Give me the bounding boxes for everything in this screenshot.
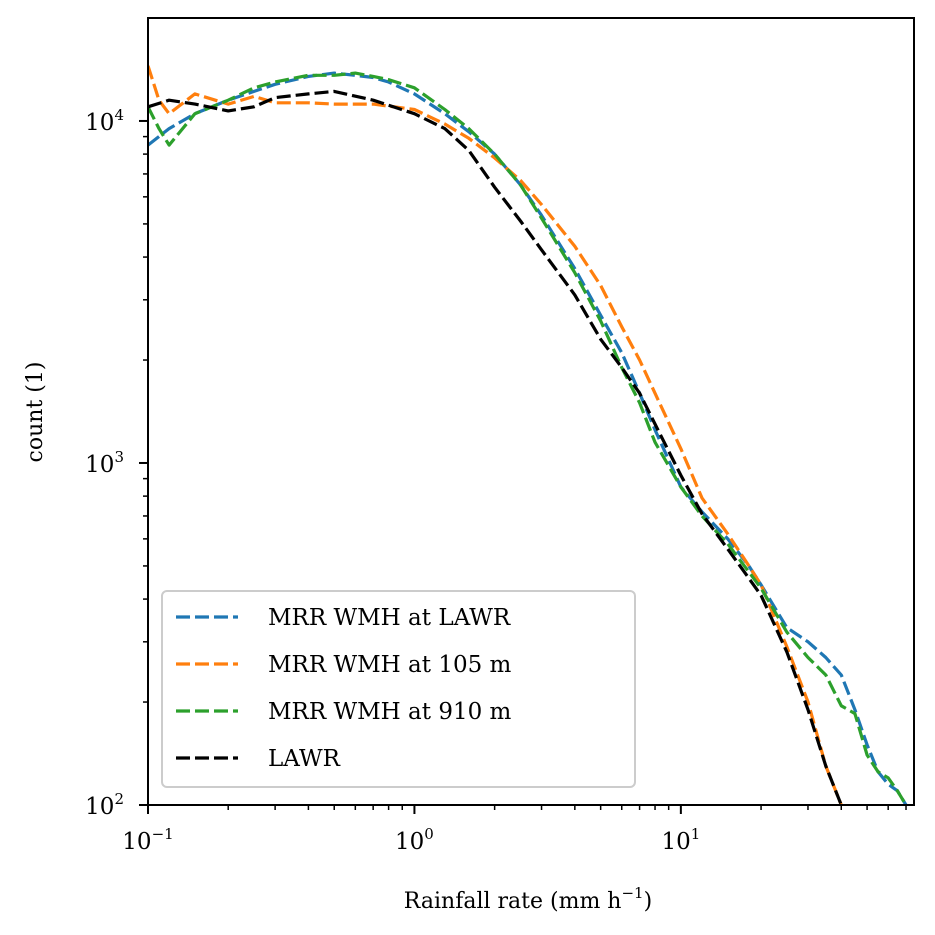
y-tick-label-2-base: 10 [85,452,114,478]
y-tick-label-1-exp: 2 [114,790,124,808]
x-axis-label-close: ) [644,889,653,914]
legend-label-1: MRR WMH at LAWR [268,605,511,631]
x-tick-label-1-exp: −1 [152,825,174,843]
x-tick-label-1-base: 10 [122,829,151,855]
series-line-1 [148,71,908,805]
y-axis-label: count (1) [23,362,48,463]
x-tick-label-3: 101 [661,825,700,855]
y-tick-label-1-base: 10 [85,794,114,820]
legend: MRR WMH at LAWR MRR WMH at 105 m MRR WMH a… [161,590,636,788]
y-tick-label-2-exp: 3 [114,448,124,466]
y-tick-label-3-base: 10 [85,110,114,136]
y-tick-label-2: 103 [85,448,124,478]
y-tick-label-3-exp: 4 [114,106,124,124]
legend-label-3: MRR WMH at 910 m [268,699,512,725]
x-axis-label-base: Rainfall rate (mm h [404,889,622,914]
series-layer [148,65,908,805]
series-line-4 [148,89,843,805]
y-tick-label-3: 104 [85,106,124,136]
x-tick-label-1: 10−1 [122,825,173,855]
x-tick-label-2-exp: 0 [424,825,434,843]
legend-label-2: MRR WMH at 105 m [268,652,512,678]
x-tick-label-3-base: 10 [661,829,690,855]
x-tick-label-3-exp: 1 [691,825,701,843]
x-axis-label: Rainfall rate (mm h−1) [404,884,652,914]
series-line-3 [148,71,908,805]
x-tick-label-2-base: 10 [395,829,424,855]
legend-box [161,590,636,788]
legend-label-4: LAWR [268,746,341,772]
x-axis-label-exp: −1 [621,884,643,902]
series-line-2 [148,65,843,805]
x-tick-label-2: 100 [395,825,434,855]
y-tick-label-1: 102 [85,790,124,820]
plot-frame [147,17,915,806]
